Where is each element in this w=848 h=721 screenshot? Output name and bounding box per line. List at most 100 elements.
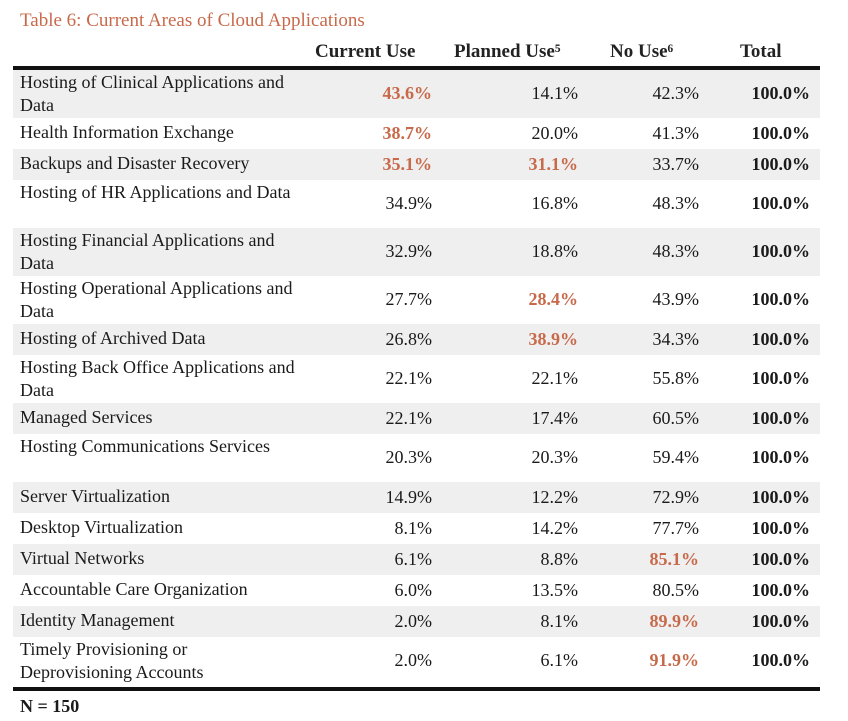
- cell-nouse: 48.3%: [652, 241, 700, 261]
- cell-nouse: 80.5%: [652, 580, 700, 600]
- cell-current: 14.9%: [385, 487, 433, 507]
- bottom-rule: [13, 687, 820, 691]
- cell-current: 34.9%: [385, 193, 433, 213]
- table-caption: Table 6: Current Areas of Cloud Applicat…: [20, 10, 365, 31]
- table-row: Timely Provisioning or Deprovisioning Ac…: [13, 637, 820, 685]
- cell-total: 100.0%: [751, 289, 811, 309]
- cell-total: 100.0%: [751, 408, 811, 428]
- cell-nouse: 34.3%: [652, 329, 700, 349]
- table-row: Virtual Networks 6.1% 8.8% 85.1% 100.0%: [13, 544, 820, 575]
- cell-planned: 18.8%: [531, 241, 579, 261]
- cloud-applications-table: Current Use Planned Use⁵ No Use⁶ Total H…: [13, 39, 820, 685]
- cell-nouse: 59.4%: [652, 447, 700, 467]
- cell-nouse: 41.3%: [652, 123, 700, 143]
- cell-total: 100.0%: [751, 650, 811, 670]
- table-row: Backups and Disaster Recovery 35.1% 31.1% 3…: [13, 149, 820, 180]
- cell-nouse: 77.7%: [652, 518, 700, 538]
- cell-current: 38.7%: [382, 123, 433, 143]
- cell-total: 100.0%: [751, 368, 811, 388]
- cell-nouse: 60.5%: [652, 408, 700, 428]
- table-row: Accountable Care Organization 6.0% 13.5% 80…: [13, 575, 820, 606]
- cell-planned: 20.0%: [531, 123, 579, 143]
- row-label: Virtual Networks: [20, 548, 145, 568]
- cell-total: 100.0%: [751, 241, 811, 261]
- cell-total: 100.0%: [751, 447, 811, 467]
- table-row: Hosting Back Office Applications and Dat…: [13, 355, 820, 403]
- cell-planned: 14.1%: [531, 83, 579, 103]
- row-label: Hosting Operational Applications and Dat…: [20, 278, 293, 321]
- cell-nouse: 85.1%: [649, 549, 700, 569]
- row-label: Health Information Exchange: [20, 122, 234, 142]
- cell-planned: 38.9%: [528, 329, 579, 349]
- cell-planned: 14.2%: [531, 518, 579, 538]
- cell-nouse: 43.9%: [652, 289, 700, 309]
- row-label: Hosting of Archived Data: [20, 328, 206, 348]
- table-row: Hosting Financial Applications and Data 3…: [13, 228, 820, 276]
- cell-current: 6.0%: [394, 580, 433, 600]
- cell-current: 26.8%: [385, 329, 433, 349]
- cell-planned: 20.3%: [531, 447, 579, 467]
- row-label: Hosting Back Office Applications and Dat…: [20, 357, 295, 400]
- row-label: Managed Services: [20, 407, 153, 427]
- row-label: Hosting of Clinical Applications and Dat…: [20, 72, 284, 115]
- cell-current: 32.9%: [385, 241, 433, 261]
- cell-nouse: 42.3%: [652, 83, 700, 103]
- cell-total: 100.0%: [751, 329, 811, 349]
- cell-current: 27.7%: [385, 289, 433, 309]
- row-label: Backups and Disaster Recovery: [20, 153, 250, 173]
- table-row: Hosting of Clinical Applications and Dat…: [13, 70, 820, 118]
- cell-current: 2.0%: [394, 650, 433, 670]
- row-label: Server Virtualization: [20, 486, 171, 506]
- cell-total: 100.0%: [751, 549, 811, 569]
- table-row: Hosting Communications Services 20.3% 20.3…: [13, 434, 820, 482]
- cell-current: 35.1%: [382, 154, 433, 174]
- cell-total: 100.0%: [751, 580, 811, 600]
- sample-size-note: N = 150: [20, 696, 80, 716]
- table-row: Hosting Operational Applications and Dat…: [13, 276, 820, 324]
- cell-planned: 16.8%: [531, 193, 579, 213]
- header-current-use: Current Use: [315, 41, 416, 62]
- row-label: Timely Provisioning or Deprovisioning Ac…: [20, 639, 204, 682]
- table-header: Current Use Planned Use⁵ No Use⁶ Total: [13, 39, 820, 70]
- row-label: Hosting Communications Services: [20, 436, 270, 456]
- cell-total: 100.0%: [751, 487, 811, 507]
- row-label: Desktop Virtualization: [20, 517, 184, 537]
- cell-current: 6.1%: [394, 549, 433, 569]
- cell-planned: 28.4%: [528, 289, 579, 309]
- cell-total: 100.0%: [751, 518, 811, 538]
- cell-nouse: 55.8%: [652, 368, 700, 388]
- row-label: Accountable Care Organization: [20, 579, 248, 599]
- table-row: Hosting of Archived Data 26.8% 38.9% 34.3% 1…: [13, 324, 820, 355]
- cell-total: 100.0%: [751, 123, 811, 143]
- row-label: Identity Management: [20, 610, 175, 630]
- table-row: Managed Services 22.1% 17.4% 60.5% 100.0%: [13, 403, 820, 434]
- cell-planned: 8.1%: [540, 611, 579, 631]
- cell-nouse: 89.9%: [649, 611, 700, 631]
- cell-current: 43.6%: [382, 83, 433, 103]
- cell-planned: 8.8%: [540, 549, 579, 569]
- cell-nouse: 33.7%: [652, 154, 700, 174]
- cell-nouse: 48.3%: [652, 193, 700, 213]
- table-row: Hosting of HR Applications and Data 34.9%…: [13, 180, 820, 228]
- table-row: Health Information Exchange 38.7% 20.0% 41.…: [13, 118, 820, 149]
- table-row: Identity Management 2.0% 8.1% 89.9% 100.0%: [13, 606, 820, 637]
- table-row: Desktop Virtualization 8.1% 14.2% 77.7% 100.…: [13, 513, 820, 544]
- cell-planned: 31.1%: [528, 154, 579, 174]
- cell-planned: 6.1%: [540, 650, 579, 670]
- cell-total: 100.0%: [751, 154, 811, 174]
- cell-planned: 22.1%: [531, 368, 579, 388]
- cell-total: 100.0%: [751, 83, 811, 103]
- cell-current: 8.1%: [394, 518, 433, 538]
- header-total: Total: [740, 41, 782, 62]
- row-label: Hosting of HR Applications and Data: [20, 182, 291, 202]
- row-label: Hosting Financial Applications and Data: [20, 230, 275, 273]
- cell-current: 2.0%: [394, 611, 433, 631]
- cell-planned: 17.4%: [531, 408, 579, 428]
- cell-total: 100.0%: [751, 193, 811, 213]
- cell-current: 20.3%: [385, 447, 433, 467]
- table-body: Hosting of Clinical Applications and Dat…: [13, 70, 820, 685]
- header-planned-use: Planned Use⁵: [454, 41, 561, 62]
- cell-total: 100.0%: [751, 611, 811, 631]
- header-no-use: No Use⁶: [610, 41, 674, 62]
- cell-current: 22.1%: [385, 368, 433, 388]
